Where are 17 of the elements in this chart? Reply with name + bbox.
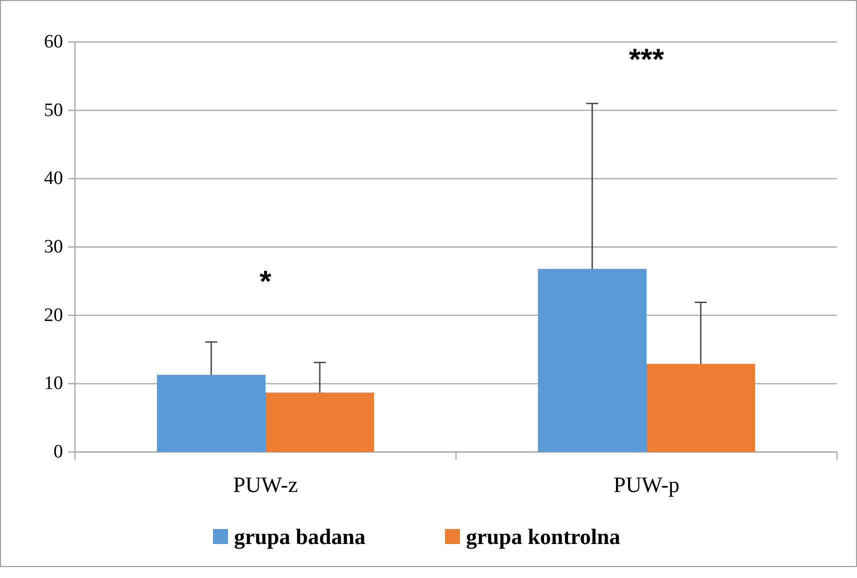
bar xyxy=(156,374,266,452)
y-tick-label: 10 xyxy=(44,373,63,394)
annotation: * xyxy=(260,266,272,298)
legend-label: grupa kontrolna xyxy=(466,524,620,549)
y-tick-label: 20 xyxy=(44,304,63,326)
legend-label: grupa badana xyxy=(234,524,366,549)
bar xyxy=(538,268,646,452)
x-tick-label: PUW-p xyxy=(614,472,680,497)
y-tick-label: 50 xyxy=(44,100,63,121)
y-tick-label: 30 xyxy=(44,236,63,258)
y-tick-label: 0 xyxy=(54,442,63,462)
bar xyxy=(646,364,756,452)
x-tick-label: PUW-z xyxy=(233,472,298,497)
y-tick-label: 60 xyxy=(44,32,63,52)
annotation: *** xyxy=(628,44,664,76)
bar xyxy=(266,392,374,452)
y-tick-label: 40 xyxy=(44,168,63,190)
